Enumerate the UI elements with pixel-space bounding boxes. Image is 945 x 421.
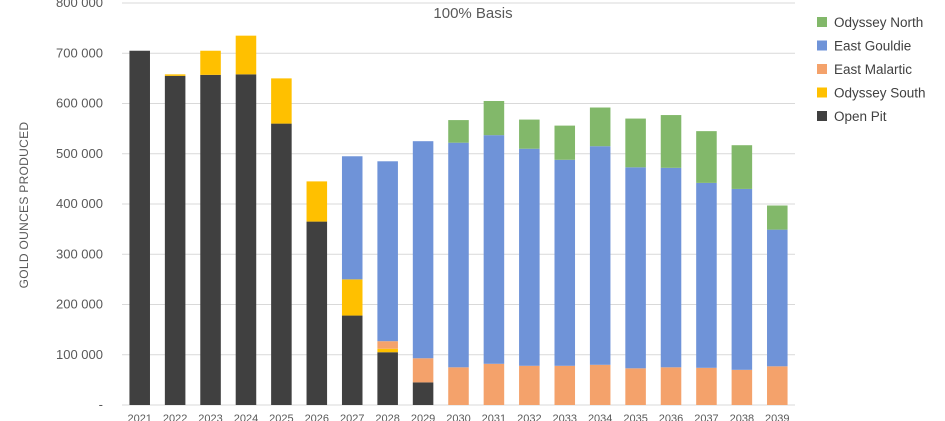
bar-segment-east-gouldie [767,229,788,367]
bar-segment-open-pit [412,382,434,405]
bar-segment-east-gouldie [731,188,753,370]
x-tick-label: 2029 [411,413,435,421]
bar-segment-east-malartic [448,367,469,405]
bar-segment-east-gouldie [483,135,505,364]
y-tick-label: - [99,397,103,412]
y-tick-label: 100 000 [56,347,103,362]
bar-segment-east-gouldie [448,142,469,368]
x-tick-label: 2035 [623,413,647,421]
x-tick-label: 2031 [482,413,506,421]
bar-segment-east-gouldie [341,156,363,280]
legend-swatch [817,64,827,74]
legend: Odyssey North East Gouldie East Malartic Od… [817,15,926,124]
bar-segment-east-malartic [519,365,540,405]
x-tick-label: 2023 [198,413,222,421]
x-tick-label: 2030 [446,413,470,421]
bar-segment-open-pit [271,123,292,405]
y-axis-ticks: - 100 000 200 000 300 000 400 000 500 000 600 … [56,0,103,412]
bar-segment-odyssey-north [554,125,576,160]
bar-segment-odyssey-north [696,131,717,183]
x-tick-label: 2034 [588,413,612,421]
bar-segment-odyssey-south [306,181,328,222]
bar-segment-east-malartic [589,364,611,405]
y-axis-title: GOLD OUNCES PRODUCED [17,122,31,289]
y-tick-label: 500 000 [56,146,103,161]
y-tick-label: 200 000 [56,297,103,312]
y-tick-label: 800 000 [56,0,103,10]
x-tick-label: 2036 [659,413,683,421]
x-tick-label: 2039 [765,413,789,421]
bar-segment-east-gouldie [660,167,682,368]
chart-title: 100% Basis [433,5,512,22]
y-tick-label: 600 000 [56,96,103,111]
bar-segment-open-pit [200,74,221,406]
y-tick-label: 300 000 [56,246,103,261]
x-tick-label: 2024 [234,413,258,421]
x-tick-label: 2021 [127,413,151,421]
legend-swatch [817,17,827,27]
bar-segment-east-gouldie [412,141,434,359]
y-tick-label: 400 000 [56,196,103,211]
bar-segment-open-pit [341,315,363,405]
bar-segment-east-gouldie [589,146,611,365]
bar-segment-east-malartic [483,363,505,405]
x-tick-label: 2038 [730,413,754,421]
bar-segment-odyssey-north [519,119,540,149]
bar-segment-odyssey-north [483,100,505,136]
legend-label: Odyssey South [834,86,926,101]
legend-label: East Gouldie [834,39,911,54]
bar-segment-east-gouldie [554,159,576,366]
x-tick-label: 2028 [375,413,399,421]
bar-segment-odyssey-south [271,78,292,124]
x-axis-ticks: 2021 2022 2023 2024 2025 2026 2027 2028 2029 2030… [127,413,789,421]
bar-segment-east-malartic [377,341,398,349]
bar-segment-odyssey-north [767,205,788,230]
bar-segment-odyssey-north [625,118,646,168]
bar-segment-east-malartic [554,365,576,405]
legend-label: Odyssey North [834,15,923,30]
bar-segment-odyssey-south [377,348,398,353]
bar-segment-odyssey-north [589,107,611,147]
bar-segment-east-malartic [696,367,717,405]
bar-segment-east-gouldie [625,167,646,369]
x-tick-label: 2027 [340,413,364,421]
bar-segment-east-malartic [767,366,788,405]
bar-segment-odyssey-south [341,279,363,316]
x-tick-label: 2026 [305,413,329,421]
x-tick-label: 2033 [553,413,577,421]
bar-segment-odyssey-north [731,145,753,189]
bar-segment-open-pit [306,221,328,405]
y-tick-label: 700 000 [56,45,103,60]
legend-swatch [817,87,827,98]
bar-segment-open-pit [164,75,186,406]
x-tick-label: 2032 [517,413,541,421]
bar-segment-east-malartic [731,369,753,405]
bar-segment-odyssey-north [448,120,469,143]
bar-segment-open-pit [129,50,150,406]
bars [129,35,788,406]
bar-segment-east-malartic [660,367,682,405]
bar-segment-east-malartic [412,358,434,383]
x-tick-label: 2022 [163,413,187,421]
bar-segment-open-pit [377,352,398,405]
bar-segment-odyssey-south [235,35,257,75]
bar-segment-east-gouldie [519,148,540,366]
legend-label: East Malartic [834,62,912,77]
bar-segment-east-malartic [625,368,646,405]
legend-swatch [817,111,827,121]
x-tick-label: 2037 [694,413,718,421]
legend-swatch [817,40,827,51]
bar-segment-odyssey-north [660,115,682,168]
bar-segment-east-gouldie [696,182,717,368]
bar-segment-odyssey-south [164,74,186,76]
legend-label: Open Pit [834,109,887,124]
bar-segment-east-gouldie [377,161,398,342]
bar-segment-odyssey-south [200,50,221,75]
bar-segment-open-pit [235,74,257,406]
x-tick-label: 2025 [269,413,293,421]
